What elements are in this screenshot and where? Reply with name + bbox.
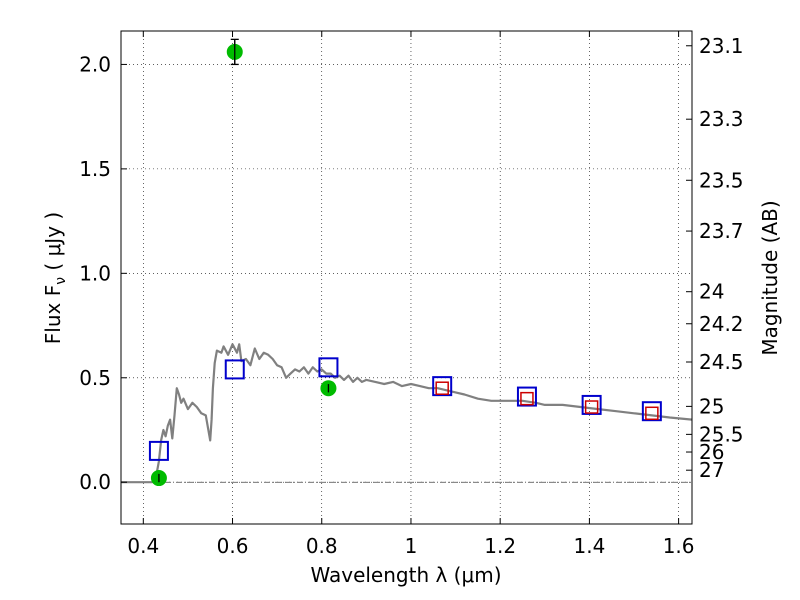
model-flux-square-small xyxy=(435,381,449,395)
mag-tick-label: 27 xyxy=(699,458,724,482)
x-tick-label: 1 xyxy=(405,534,418,558)
mag-tick-label: 24.2 xyxy=(699,312,744,336)
model-flux-square xyxy=(148,440,169,461)
photometry-markers xyxy=(148,38,662,487)
mag-tick-label: 23.5 xyxy=(699,168,744,192)
y-axis-title-unit: ( μJy ) xyxy=(41,212,65,277)
model-flux-square xyxy=(516,386,537,407)
y2-axis-title: Magnitude (AB) xyxy=(758,200,782,355)
mag-tick-label: 26 xyxy=(699,440,724,464)
spectrum-series xyxy=(121,343,693,484)
model-flux-square-small xyxy=(584,400,599,414)
model-flux-square xyxy=(318,357,339,378)
model-flux-square xyxy=(581,394,602,415)
y-tick-label: 1.5 xyxy=(79,157,111,181)
axis-ticks: 0.4 0.6 0.8 1 1.2 1.4 1.6 0.0 0.5 1.0 1.5 2.0 23.1 23… xyxy=(79,31,744,558)
model-flux-square xyxy=(641,401,662,422)
mag-tick-label: 23.3 xyxy=(699,107,744,131)
x-axis-title: Wavelength λ (μm) xyxy=(310,563,501,587)
y-tick-label: 1.0 xyxy=(79,261,111,285)
model-flux-square-small xyxy=(645,406,659,421)
spectrum-line xyxy=(121,343,693,484)
x-tick-label: 1.2 xyxy=(484,534,516,558)
model-flux-square xyxy=(224,359,245,380)
x-tick-label: 0.4 xyxy=(127,534,159,558)
y-axis-title-subscript: ν xyxy=(53,277,69,285)
y-tick-label: 0.0 xyxy=(79,470,111,494)
plot-frame xyxy=(120,30,693,525)
mag-tick-label: 23.1 xyxy=(699,34,744,58)
y-axis-title-main: Flux F xyxy=(41,285,65,344)
mag-tick-label: 25.5 xyxy=(699,422,744,446)
y-tick-label: 2.0 xyxy=(79,52,111,76)
x-tick-label: 0.6 xyxy=(217,534,249,558)
x-tick-label: 1.6 xyxy=(663,534,695,558)
x-tick-label: 0.8 xyxy=(306,534,338,558)
mag-tick-label: 24.5 xyxy=(699,350,744,374)
y-axis-title: Flux Fν ( μJy ) xyxy=(41,212,69,344)
mag-tick-label: 24 xyxy=(699,280,724,304)
model-flux-square xyxy=(432,376,453,397)
x-tick-label: 1.4 xyxy=(573,534,605,558)
y-tick-label: 0.5 xyxy=(79,366,111,390)
mag-tick-label: 25 xyxy=(699,394,724,418)
grid-lines xyxy=(121,31,692,524)
mag-tick-label: 23.7 xyxy=(699,219,744,243)
model-flux-square-small xyxy=(520,391,534,406)
